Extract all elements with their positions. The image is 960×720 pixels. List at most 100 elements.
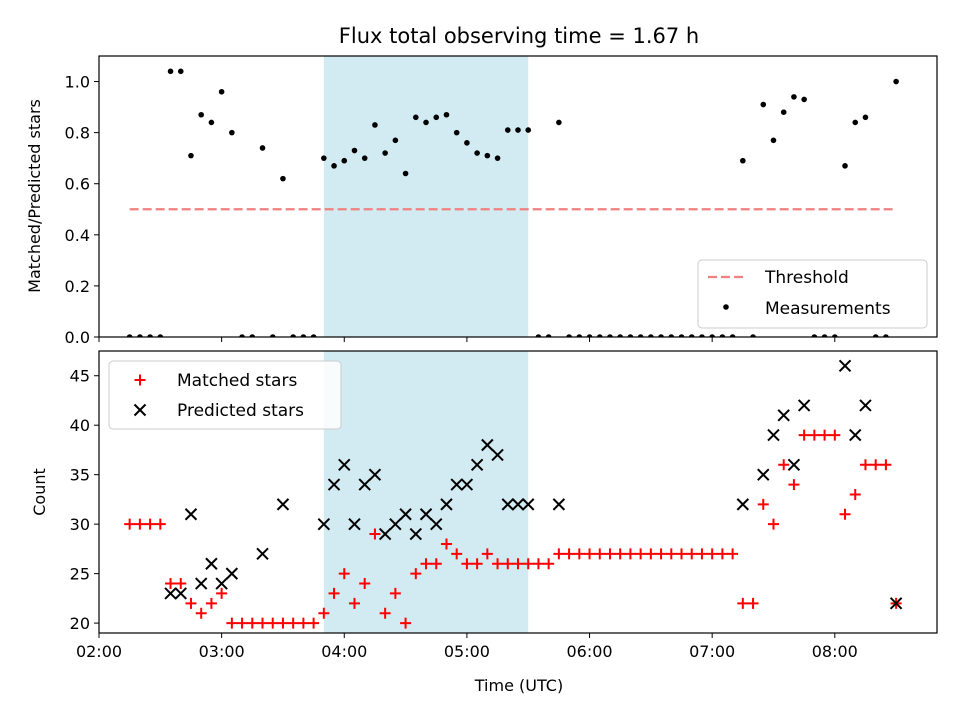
data-point: [460, 478, 474, 491]
y-tick-label: 0.8: [65, 124, 90, 143]
y-tick-label: 30: [70, 515, 90, 534]
data-point: [778, 459, 790, 471]
data-point: [300, 334, 307, 337]
y-tick-label: 0.0: [65, 328, 90, 347]
data-point: [535, 334, 542, 337]
data-point: [338, 568, 350, 580]
data-point: [267, 617, 279, 629]
data-point: [378, 527, 392, 541]
data-point: [400, 617, 412, 629]
data-point: [154, 518, 166, 530]
data-point: [430, 558, 442, 570]
data-point: [419, 508, 433, 521]
data-point: [696, 548, 708, 560]
data-point: [331, 163, 337, 169]
data-point: [167, 68, 174, 75]
data-point: [676, 548, 688, 560]
data-point: [338, 458, 351, 471]
data-point: [819, 429, 831, 441]
x-tick-label: 06:00: [566, 642, 612, 661]
data-point: [277, 617, 289, 629]
data-point: [165, 578, 177, 590]
data-point: [801, 96, 807, 103]
y-tick-label: 35: [70, 466, 90, 485]
data-point: [760, 101, 767, 108]
data-point: [491, 448, 504, 462]
data-point: [719, 334, 726, 337]
data-point: [420, 558, 432, 570]
data-point: [410, 568, 422, 580]
y-tick-label: 20: [70, 614, 90, 633]
data-point: [617, 334, 623, 337]
data-point: [368, 468, 382, 481]
data-point: [842, 163, 848, 169]
data-point: [453, 129, 460, 136]
data-point: [852, 119, 859, 126]
data-point: [729, 334, 736, 337]
legend-measurements-swatch: [723, 304, 729, 310]
data-point: [126, 334, 133, 337]
data-point: [226, 617, 238, 629]
y-tick-label: 0.4: [65, 226, 90, 245]
data-point: [464, 140, 470, 146]
data-point: [361, 155, 368, 161]
data-point: [443, 111, 450, 118]
data-point: [308, 617, 320, 629]
plot-area: [126, 68, 899, 337]
y-tick-label: 0.6: [65, 175, 90, 194]
shaded-interval: [323, 56, 529, 337]
data-point: [678, 334, 685, 337]
data-point: [859, 459, 871, 471]
data-point: [543, 558, 555, 570]
data-point: [658, 334, 664, 337]
data-point: [522, 558, 534, 570]
data-point: [481, 548, 493, 560]
series-predicted-stars: [164, 359, 903, 610]
data-point: [461, 558, 473, 570]
data-point: [525, 127, 532, 133]
data-point: [552, 498, 566, 511]
data-point: [229, 129, 235, 136]
data-point: [832, 334, 838, 337]
data-point: [341, 157, 348, 164]
x-tick-label: 08:00: [812, 642, 858, 661]
data-point: [709, 334, 715, 337]
data-point: [430, 517, 443, 531]
data-point: [440, 498, 453, 511]
x-tick-label: 02:00: [76, 642, 122, 661]
data-point: [699, 334, 705, 337]
data-point: [859, 399, 872, 412]
data-point: [737, 597, 749, 609]
data-point: [829, 429, 841, 441]
data-point: [194, 577, 208, 590]
data-point: [821, 334, 828, 337]
legend: Threshold Measurements: [697, 259, 928, 329]
data-point: [576, 334, 583, 337]
data-point: [811, 334, 818, 337]
data-point: [310, 334, 317, 337]
data-point: [797, 399, 811, 412]
data-point: [399, 508, 412, 521]
data-point: [798, 429, 810, 441]
data-point: [256, 547, 269, 561]
data-point: [791, 94, 797, 100]
data-point: [563, 548, 575, 560]
y-tick-label: 45: [70, 367, 90, 386]
data-point: [522, 498, 535, 511]
data-point: [249, 334, 256, 337]
data-point: [372, 122, 378, 128]
shaded-interval: [323, 351, 529, 633]
x-tick-label: 07:00: [689, 642, 735, 661]
top-y-axis-label: Matched/Predicted stars: [25, 99, 44, 293]
data-point: [379, 607, 391, 619]
data-point: [511, 498, 525, 511]
axes-frame: [98, 55, 938, 338]
data-point: [727, 548, 739, 560]
data-point: [627, 334, 634, 337]
data-point: [318, 607, 330, 619]
data-point: [185, 597, 197, 609]
data-point: [269, 334, 276, 337]
data-point: [624, 548, 636, 560]
data-point: [668, 334, 675, 337]
data-point: [218, 88, 225, 95]
